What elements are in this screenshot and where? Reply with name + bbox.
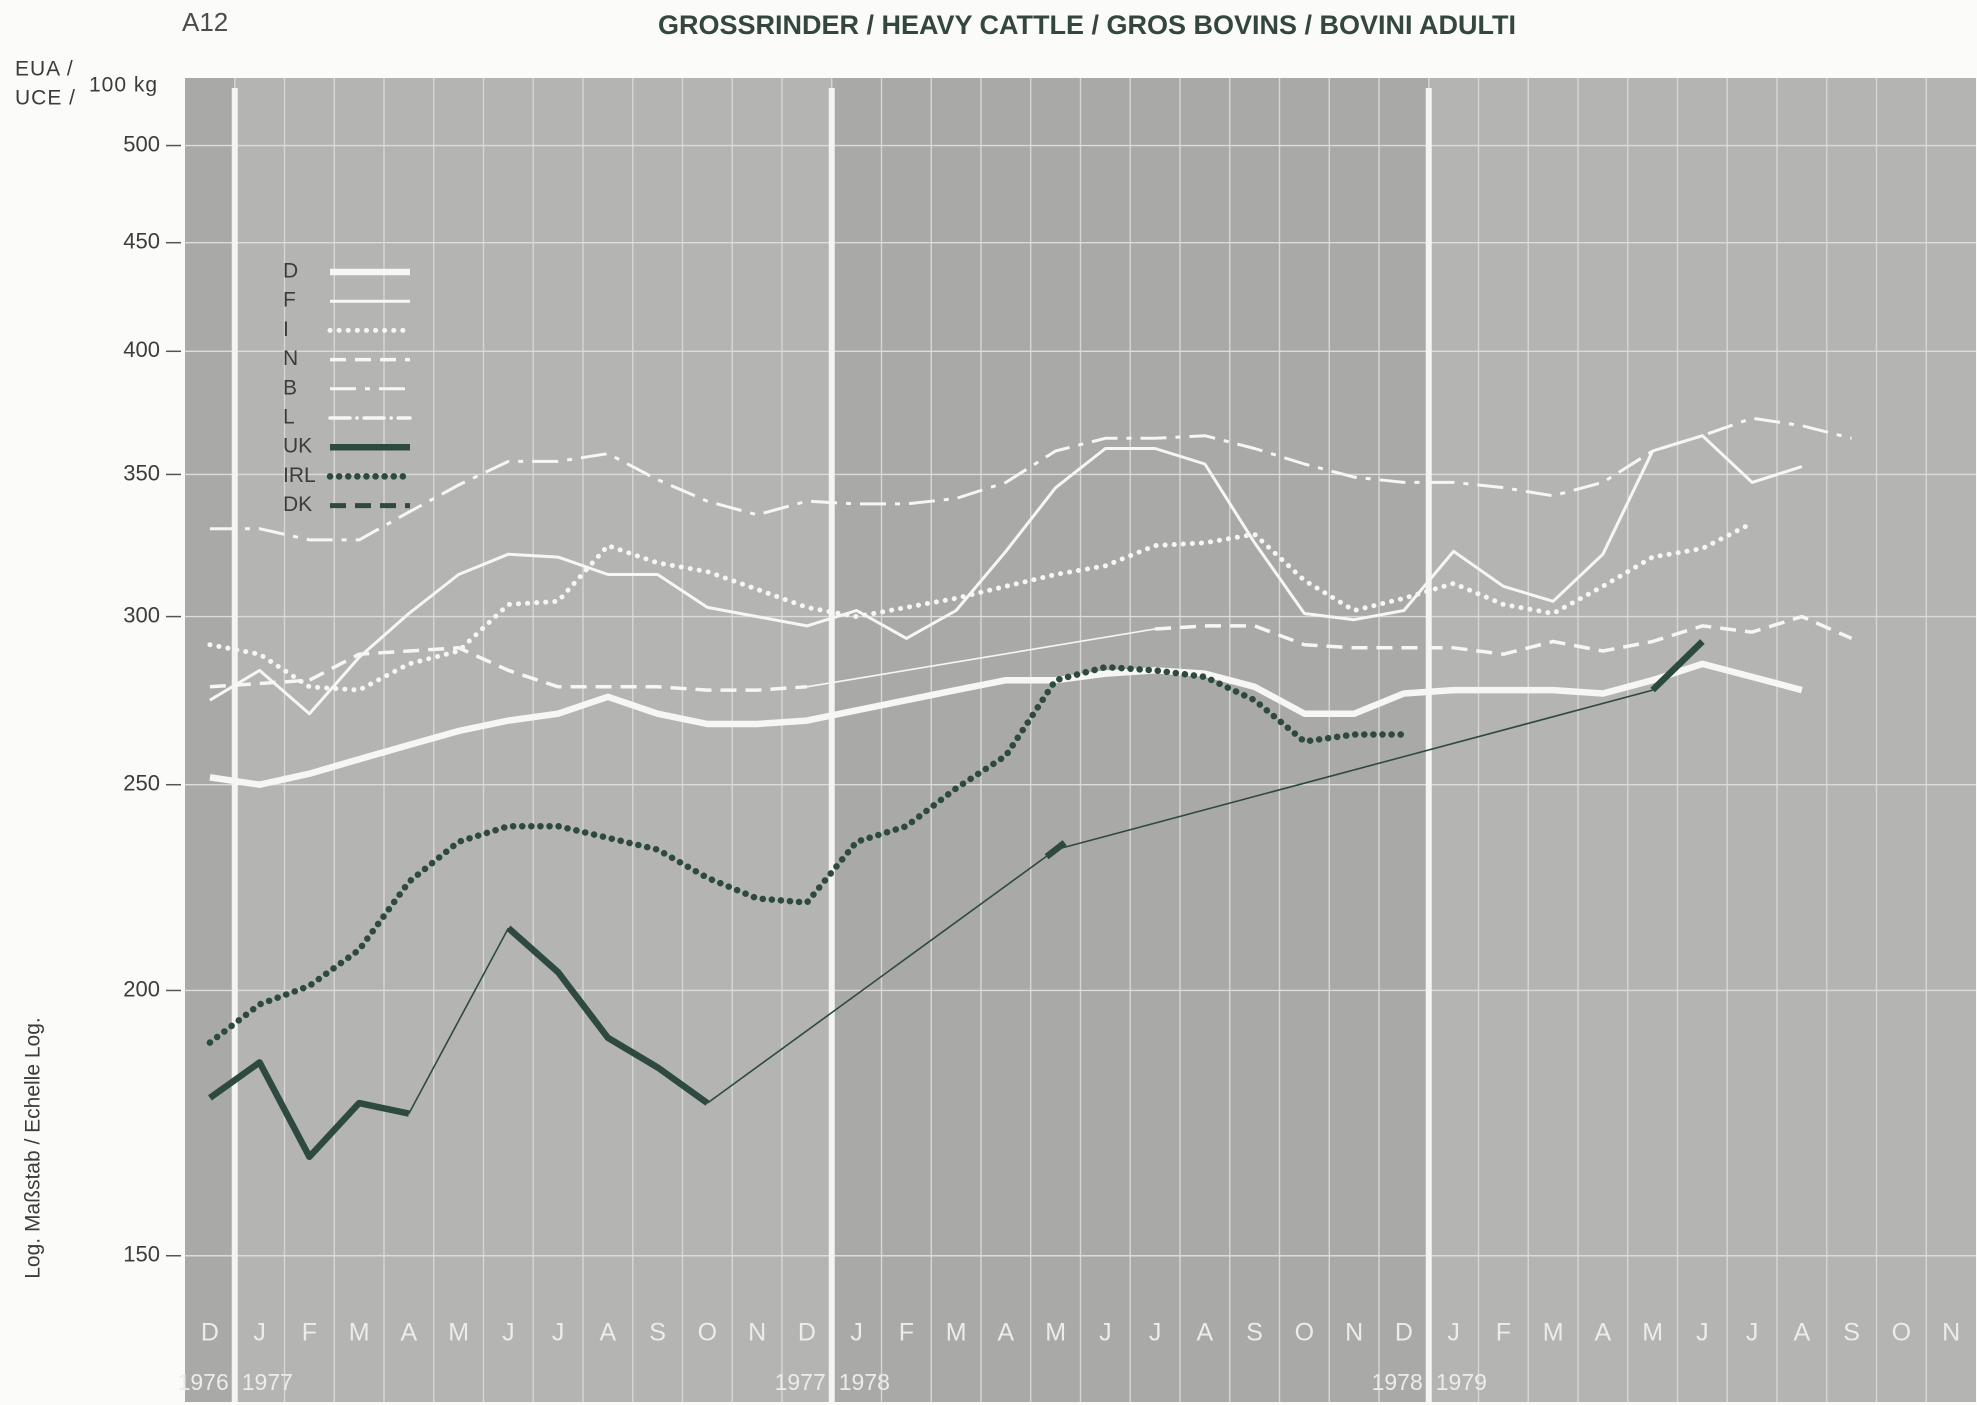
legend-label: I: [283, 318, 289, 341]
x-tick-label: M: [1642, 1319, 1663, 1347]
x-tick-label: M: [1543, 1319, 1564, 1347]
x-tick-label: A: [1197, 1319, 1214, 1347]
series-line: [1154, 614, 1853, 656]
gap-bridge: [706, 848, 1057, 1104]
x-tick-label: F: [302, 1319, 317, 1347]
x-tick-label: D: [201, 1319, 219, 1347]
y-tick-label: 250: [123, 771, 160, 796]
y-tick-label: 200: [123, 976, 160, 1001]
series-line: [209, 646, 808, 692]
series-line: [208, 1059, 410, 1161]
y-unit-suffix: 100 kg: [89, 74, 158, 97]
x-tick-label: J: [1447, 1319, 1460, 1347]
x-tick-label: J: [1149, 1319, 1162, 1347]
y-tick-label: 300: [123, 602, 160, 627]
year-band: [1428, 78, 1976, 1402]
x-tick-label: A: [401, 1319, 418, 1347]
series-line: [1650, 639, 1705, 693]
year-label: 1977: [242, 1369, 293, 1395]
legend-label: UK: [283, 435, 312, 458]
x-tick-label: D: [798, 1319, 816, 1347]
x-tick-label: A: [1794, 1319, 1811, 1347]
y-tick-label: 400: [123, 337, 160, 362]
corner-label: A12: [182, 7, 228, 37]
legend-label: IRL: [283, 464, 316, 487]
y-tick-label: 500: [123, 131, 160, 156]
x-tick-label: J: [850, 1319, 863, 1347]
x-tick-label: A: [1595, 1319, 1612, 1347]
year-label: 1979: [1436, 1369, 1487, 1395]
gap-bridge: [1055, 689, 1653, 851]
legend-label: B: [283, 376, 297, 399]
x-tick-label: A: [998, 1319, 1015, 1347]
plot-background: [185, 78, 1976, 1402]
series-line: [209, 660, 1803, 788]
x-tick-label: S: [649, 1319, 666, 1347]
x-tick-label: F: [1496, 1319, 1511, 1347]
legend-label: DK: [283, 493, 312, 516]
x-tick-label: N: [1942, 1319, 1960, 1347]
series-line: [207, 520, 1755, 693]
y-tick-label: 150: [123, 1242, 160, 1267]
year-label: 1977: [775, 1369, 826, 1395]
x-tick-label: O: [698, 1319, 717, 1347]
x-tick-label: S: [1246, 1319, 1263, 1347]
y-unit: UCE /: [15, 87, 76, 110]
year-label: 1978: [1372, 1369, 1423, 1395]
series-line: [209, 434, 1803, 716]
y-axis-title: Log. Maßstab / Echelle Log.: [22, 1017, 45, 1279]
chart-title: GROSSRINDER / HEAVY CATTLE / GROS BOVINS…: [658, 10, 1516, 40]
gap-bridge: [408, 927, 510, 1114]
legend-label: F: [283, 289, 296, 312]
gap-bridge: [806, 628, 1156, 688]
x-tick-label: J: [552, 1319, 565, 1347]
legend-label: D: [283, 260, 298, 283]
year-label: 1976: [178, 1369, 229, 1395]
x-tick-label: S: [1843, 1319, 1860, 1347]
y-tick-label: 350: [123, 460, 160, 485]
x-tick-label: D: [1395, 1319, 1413, 1347]
x-tick-label: N: [1345, 1319, 1363, 1347]
series-line: [206, 663, 1408, 1046]
x-tick-label: J: [1696, 1319, 1709, 1347]
x-tick-label: O: [1892, 1319, 1911, 1347]
x-tick-label: M: [448, 1319, 469, 1347]
legend-label: N: [283, 347, 298, 370]
x-tick-label: J: [502, 1319, 515, 1347]
x-tick-label: J: [253, 1319, 266, 1347]
x-tick-label: M: [946, 1319, 967, 1347]
year-band: [185, 78, 235, 1402]
series-point: [1044, 840, 1067, 860]
legend-label: L: [283, 406, 295, 429]
x-tick-label: A: [600, 1319, 617, 1347]
series-line: [506, 925, 710, 1106]
x-tick-label: F: [899, 1319, 914, 1347]
year-label: 1978: [839, 1369, 890, 1395]
series-line: [209, 416, 1852, 542]
x-tick-label: M: [1045, 1319, 1066, 1347]
y-tick-label: 450: [123, 229, 160, 254]
x-tick-label: N: [748, 1319, 766, 1347]
y-unit: EUA /: [15, 58, 74, 81]
x-tick-label: J: [1746, 1319, 1759, 1347]
x-tick-label: O: [1295, 1319, 1314, 1347]
x-tick-label: M: [349, 1319, 370, 1347]
x-tick-label: J: [1099, 1319, 1112, 1347]
